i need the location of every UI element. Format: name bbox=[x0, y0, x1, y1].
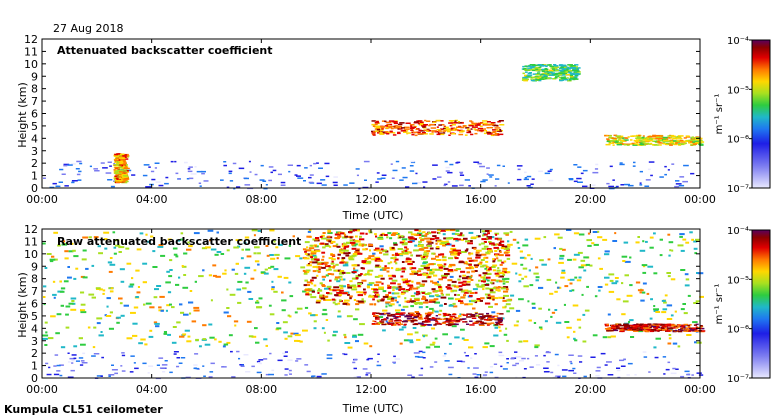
x-tick-label: 00:00 bbox=[684, 193, 716, 206]
heatmap-area bbox=[43, 64, 705, 190]
heatmap-feature bbox=[45, 350, 704, 380]
x-tick-label: 12:00 bbox=[355, 383, 387, 396]
x-tick-label: 20:00 bbox=[574, 193, 606, 206]
heatmap-feature bbox=[43, 160, 695, 190]
colorbar-tick-label: 10⁻⁶ bbox=[727, 325, 749, 336]
heatmap-feature bbox=[371, 312, 504, 327]
panel-title: Attenuated backscatter coefficient bbox=[57, 44, 273, 57]
colorbar-gradient bbox=[751, 39, 771, 189]
colorbar-ticks: 10⁻⁷ 10⁻⁶ 10⁻⁵ 10⁻⁴ bbox=[727, 36, 752, 195]
y-tick-label: 4 bbox=[31, 322, 38, 335]
y-tick-label: 7 bbox=[31, 95, 38, 108]
y-tick-label: 3 bbox=[31, 335, 38, 348]
x-axis-label: Time (UTC) bbox=[342, 209, 404, 222]
y-tick-label: 6 bbox=[31, 298, 38, 311]
y-tick-label: 12 bbox=[24, 223, 38, 236]
heatmap-feature bbox=[302, 229, 513, 306]
x-tick-label: 08:00 bbox=[245, 383, 277, 396]
colorbar-tick-label: 10⁻⁷ bbox=[727, 184, 749, 195]
heatmap-feature bbox=[521, 64, 581, 82]
heatmap-feature bbox=[604, 134, 705, 146]
colorbar-tick-label: 10⁻⁷ bbox=[727, 374, 749, 385]
y-tick-label: 3 bbox=[31, 145, 38, 158]
colorbar: 10⁻⁷ 10⁻⁶ 10⁻⁵ 10⁻⁴ m⁻¹ sr⁻¹ bbox=[714, 226, 771, 385]
y-tick-label: 4 bbox=[31, 132, 38, 145]
colorbar-tick-label: 10⁻⁵ bbox=[727, 275, 749, 286]
x-tick-label: 12:00 bbox=[355, 193, 387, 206]
y-axis-label: Height (km) bbox=[16, 82, 29, 148]
colorbar-gradient bbox=[751, 229, 771, 379]
heatmap-feature bbox=[604, 323, 706, 333]
y-tick-label: 0 bbox=[31, 182, 38, 195]
heatmap-area bbox=[42, 229, 706, 380]
heatmap-feature bbox=[42, 229, 704, 349]
x-ticks: 00:00 04:00 08:00 12:00 16:00 20:00 00:00 bbox=[26, 39, 716, 206]
colorbar: 10⁻⁷ 10⁻⁶ 10⁻⁵ 10⁻⁴ m⁻¹ sr⁻¹ bbox=[714, 36, 771, 195]
y-tick-label: 10 bbox=[24, 58, 38, 71]
y-tick-label: 10 bbox=[24, 248, 38, 261]
x-tick-label: 20:00 bbox=[574, 383, 606, 396]
footer-label: Kumpula CL51 ceilometer bbox=[4, 403, 163, 416]
colorbar-tick-label: 10⁻⁴ bbox=[727, 226, 749, 237]
x-tick-label: 16:00 bbox=[465, 193, 497, 206]
colorbar-unit: m⁻¹ sr⁻¹ bbox=[714, 94, 725, 135]
x-tick-label: 04:00 bbox=[136, 193, 168, 206]
x-axis-label: Time (UTC) bbox=[342, 402, 404, 415]
y-tick-label: 7 bbox=[31, 285, 38, 298]
y-tick-label: 1 bbox=[31, 360, 38, 373]
y-tick-label: 9 bbox=[31, 70, 38, 83]
y-tick-label: 2 bbox=[31, 157, 38, 170]
colorbar-tick-label: 10⁻⁶ bbox=[727, 135, 749, 146]
colorbar-tick-label: 10⁻⁵ bbox=[727, 85, 749, 96]
date-label: 27 Aug 2018 bbox=[53, 22, 123, 35]
panel-title: Raw attenuated backscatter coefficient bbox=[57, 235, 301, 248]
x-ticks: 00:00 04:00 08:00 12:00 16:00 20:00 00:00 bbox=[26, 229, 716, 396]
y-tick-label: 1 bbox=[31, 170, 38, 183]
y-tick-label: 11 bbox=[24, 235, 38, 248]
y-tick-label: 8 bbox=[31, 83, 38, 96]
plot-frame bbox=[41, 38, 701, 189]
y-tick-label: 8 bbox=[31, 273, 38, 286]
x-tick-label: 04:00 bbox=[136, 383, 168, 396]
x-tick-label: 00:00 bbox=[684, 383, 716, 396]
y-tick-label: 11 bbox=[24, 45, 38, 58]
y-tick-label: 9 bbox=[31, 260, 38, 273]
y-tick-label: 6 bbox=[31, 108, 38, 121]
y-tick-label: 5 bbox=[31, 310, 38, 323]
x-tick-label: 00:00 bbox=[26, 193, 58, 206]
y-axis-label: Height (km) bbox=[16, 272, 29, 338]
heatmap-feature bbox=[113, 153, 130, 184]
y-tick-label: 0 bbox=[31, 372, 38, 385]
y-tick-label: 5 bbox=[31, 120, 38, 133]
heatmap-feature bbox=[371, 119, 505, 137]
colorbar-unit: m⁻¹ sr⁻¹ bbox=[714, 284, 725, 325]
y-tick-label: 12 bbox=[24, 33, 38, 46]
colorbar-ticks: 10⁻⁷ 10⁻⁶ 10⁻⁵ 10⁻⁴ bbox=[727, 226, 752, 385]
x-tick-label: 16:00 bbox=[465, 383, 497, 396]
x-tick-label: 08:00 bbox=[245, 193, 277, 206]
x-tick-label: 00:00 bbox=[26, 383, 58, 396]
y-tick-label: 2 bbox=[31, 347, 38, 360]
colorbar-tick-label: 10⁻⁴ bbox=[727, 36, 749, 47]
